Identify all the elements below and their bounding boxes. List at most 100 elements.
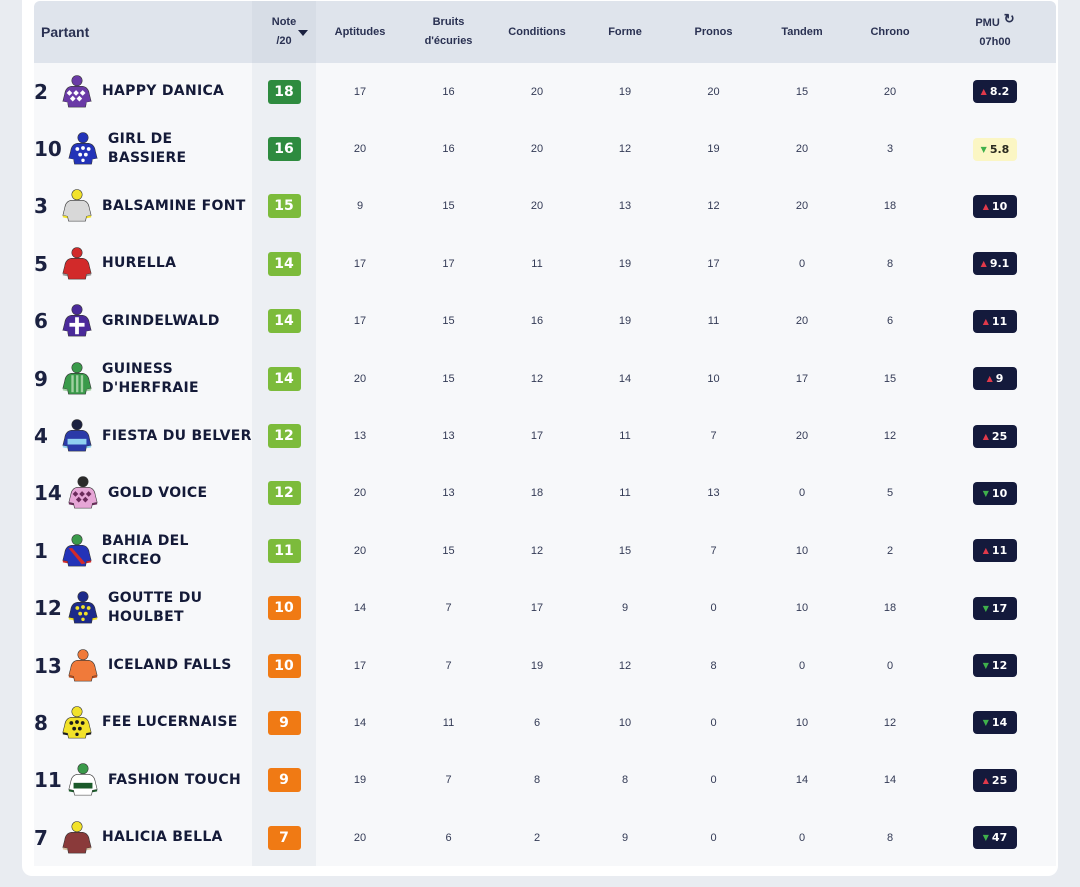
odds-badge[interactable]: ▲ 9 (973, 367, 1017, 391)
pmu-cell: ▲ 25 (934, 752, 1056, 809)
header-note[interactable]: Note/20 (252, 1, 316, 63)
horse-name[interactable]: HURELLA (100, 254, 176, 273)
trend-down-icon: ▼ (980, 144, 987, 154)
odds-value: 9.1 (989, 257, 1010, 271)
table-row[interactable]: 9 GUINESS D'HERFRAIE 14 20 15 12 14 10 17 15 ▲ 9 (34, 349, 1056, 408)
header-aptitudes[interactable]: Aptitudes (316, 1, 404, 63)
horse-name[interactable]: GRINDELWALD (100, 312, 220, 331)
chrono-cell: 15 (883, 372, 897, 385)
header-bruits[interactable]: Bruits d'écuries (404, 1, 493, 63)
jockey-silk-icon (62, 74, 92, 108)
odds-badge[interactable]: ▲ 25 (973, 768, 1017, 792)
forme-cell: 8 (621, 774, 629, 787)
runner-number: 11 (34, 768, 62, 793)
header-conditions[interactable]: Conditions (493, 1, 581, 63)
runner-cell[interactable]: 11 FASHION TOUCH (34, 752, 252, 809)
table-row[interactable]: 4 FIESTA DU BELVER 12 13 13 17 11 7 20 12 ▲ 25 (34, 407, 1056, 465)
horse-name[interactable]: FASHION TOUCH (106, 771, 241, 790)
runner-cell[interactable]: 8 FEE LUCERNAISE (34, 694, 252, 751)
runner-cell[interactable]: 9 GUINESS D'HERFRAIE (34, 350, 252, 407)
runner-cell[interactable]: 2 HAPPY DANICA (34, 63, 252, 120)
header-partant[interactable]: Partant (34, 1, 252, 63)
horse-name[interactable]: GIRL DE BASSIERE (106, 130, 252, 168)
odds-badge[interactable]: ▼ 12 (973, 654, 1017, 678)
runner-cell[interactable]: 6 GRINDELWALD (34, 293, 252, 350)
header-forme[interactable]: Forme (581, 1, 669, 63)
horse-name-line: BAHIA DEL CIRCEO (101, 532, 189, 568)
aptitudes-cell: 19 (353, 774, 367, 787)
sort-desc-icon[interactable] (298, 30, 308, 36)
aptitudes-cell: 17 (353, 659, 367, 672)
table-row[interactable]: 1 BAHIA DEL CIRCEO 11 20 15 12 15 7 10 2 ▲ 11 (34, 522, 1056, 580)
forme-cell: 13 (618, 200, 632, 213)
bruits-cell: 7 (445, 774, 452, 787)
table-row[interactable]: 14 GOLD VOICE 12 20 13 18 11 13 0 5 ▼ 10 (34, 464, 1056, 523)
header-pronos[interactable]: Pronos (669, 1, 758, 63)
odds-badge[interactable]: ▲ 11 (973, 539, 1017, 563)
odds-badge[interactable]: ▼ 47 (973, 826, 1017, 850)
odds-badge[interactable]: ▲ 10 (973, 194, 1017, 218)
odds-badge[interactable]: ▲ 8.2 (973, 80, 1017, 104)
pmu-cell: ▲ 11 (934, 522, 1056, 579)
table-row[interactable]: 2 HAPPY DANICA 18 17 16 20 19 20 15 20 ▲ 8.2 (34, 63, 1056, 121)
runner-cell[interactable]: 10 GIRL DE BASSIERE (34, 120, 252, 177)
tandem-cell: 15 (795, 85, 809, 98)
odds-badge[interactable]: ▼ 17 (973, 596, 1017, 620)
trend-down-icon: ▼ (982, 718, 989, 728)
odds-badge[interactable]: ▼ 5.8 (973, 137, 1017, 161)
runner-cell[interactable]: 3 BALSAMINE FONT (34, 178, 252, 235)
horse-name[interactable]: BAHIA DEL CIRCEO (100, 532, 252, 570)
horse-name[interactable]: GOUTTE DU HOULBET (106, 589, 202, 627)
table-row[interactable]: 10 GIRL DE BASSIERE 16 20 16 20 12 19 20 3 ▼ 5.8 (34, 120, 1056, 178)
horse-name[interactable]: GUINESS D'HERFRAIE (100, 360, 199, 398)
horse-name[interactable]: FIESTA DU BELVER (100, 427, 252, 446)
runner-number: 6 (34, 309, 48, 334)
header-chrono[interactable]: Chrono (846, 1, 934, 63)
odds-badge[interactable]: ▲ 25 (973, 424, 1017, 448)
table-row[interactable]: 5 HURELLA 14 17 17 11 19 17 0 8 ▲ 9.1 (34, 235, 1056, 293)
runner-cell[interactable]: 5 HURELLA (34, 235, 252, 292)
note-badge: 14 (267, 309, 301, 334)
odds-badge[interactable]: ▼ 14 (973, 711, 1017, 735)
odds-badge[interactable]: ▼ 10 (973, 481, 1017, 505)
table-row[interactable]: 8 FEE LUCERNAISE 9 14 11 6 10 0 10 12 ▼ 14 (34, 694, 1056, 752)
aptitudes-cell: 13 (353, 430, 367, 443)
table-row[interactable]: 11 FASHION TOUCH 9 19 7 8 8 0 14 14 ▲ 25 (34, 751, 1056, 810)
runner-cell[interactable]: 14 GOLD VOICE (34, 465, 252, 522)
runner-cell[interactable]: 4 FIESTA DU BELVER (34, 407, 252, 464)
runner-cell[interactable]: 7 HALICIA BELLA (34, 809, 252, 866)
conditions-cell: 6 (533, 716, 541, 729)
runners-table: Partant Note/20 Aptitudes Bruits d'écurie… (34, 1, 1056, 867)
table-row[interactable]: 12 GOUTTE DU HOULBET 10 14 7 17 9 0 10 18 ▼ 17 (34, 579, 1056, 637)
horse-name-line: HURELLA (102, 255, 177, 272)
horse-name[interactable]: HAPPY DANICA (100, 82, 224, 101)
table-row[interactable]: 13 ICELAND FALLS 10 17 7 19 12 8 0 0 ▼ 12 (34, 636, 1056, 695)
horse-name[interactable]: FEE LUCERNAISE (100, 713, 238, 732)
refresh-icon[interactable]: ↻ (1003, 11, 1015, 26)
forme-cell: 9 (621, 602, 629, 615)
horse-name[interactable]: BALSAMINE FONT (100, 197, 246, 216)
pmu-cell: ▼ 12 (934, 637, 1056, 694)
bruits-cell: 15 (442, 200, 455, 213)
table-row[interactable]: 6 GRINDELWALD 14 17 15 16 19 11 20 6 ▲ 11 (34, 292, 1056, 350)
trend-up-icon: ▲ (980, 87, 987, 97)
runner-number: 14 (34, 481, 62, 506)
chrono-cell: 6 (886, 315, 894, 328)
note-badge: 12 (267, 424, 301, 449)
runner-cell[interactable]: 1 BAHIA DEL CIRCEO (34, 522, 252, 579)
odds-badge[interactable]: ▲ 11 (973, 309, 1017, 333)
horse-name[interactable]: HALICIA BELLA (100, 828, 223, 847)
header-tandem[interactable]: Tandem (758, 1, 846, 63)
runner-number: 7 (34, 825, 48, 850)
runner-cell[interactable]: 12 GOUTTE DU HOULBET (34, 580, 252, 637)
horse-name[interactable]: ICELAND FALLS (106, 656, 232, 675)
runner-cell[interactable]: 13 ICELAND FALLS (34, 637, 252, 694)
horse-name[interactable]: GOLD VOICE (106, 484, 207, 503)
odds-badge[interactable]: ▲ 9.1 (973, 252, 1017, 276)
table-row[interactable]: 7 HALICIA BELLA 7 20 6 2 9 0 0 8 ▼ 47 (34, 809, 1056, 867)
pronos-cell: 17 (707, 257, 720, 270)
table-row[interactable]: 3 BALSAMINE FONT 15 9 15 20 13 12 20 18 ▲ 10 (34, 177, 1056, 236)
header-pmu[interactable]: PMU ↻ 07h00 (934, 1, 1056, 63)
tandem-cell: 10 (795, 544, 809, 557)
bruits-cell: 16 (442, 85, 455, 98)
